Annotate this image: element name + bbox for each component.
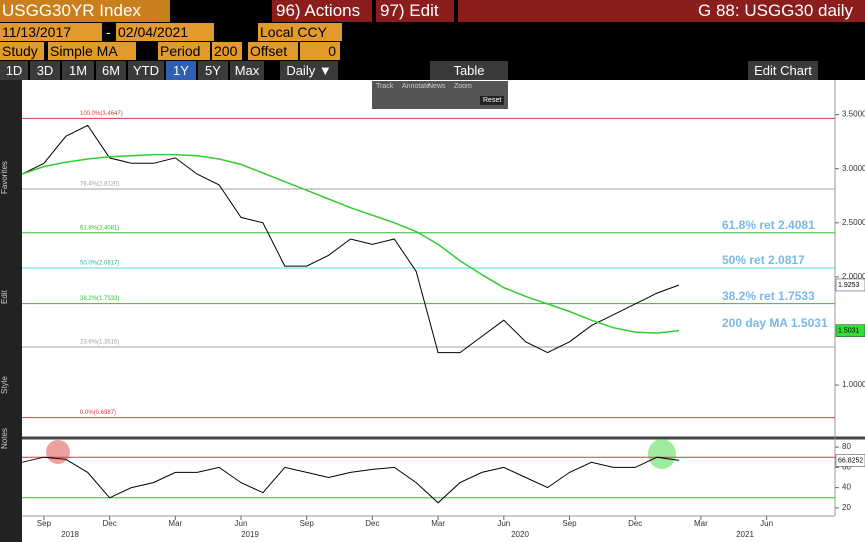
- range-button[interactable]: 3D: [30, 61, 60, 80]
- series-line: [21, 153, 680, 334]
- x-group-label: 2018: [61, 530, 79, 539]
- y-tick-label: 20: [842, 503, 851, 512]
- highlight: [648, 439, 676, 469]
- x-tick-label: Jun: [235, 519, 248, 528]
- x-tick-label: Dec: [628, 519, 642, 528]
- x-group-label: 2021: [736, 530, 754, 539]
- x-tick-label: Jun: [760, 519, 773, 528]
- series-line: [21, 456, 680, 504]
- last-value-label: 1.5031: [838, 327, 860, 334]
- level-label: 100.0%(3.4647): [80, 111, 123, 117]
- y-tick-label: 40: [842, 483, 851, 492]
- x-group-label: 2020: [511, 530, 529, 539]
- annotation: 38.2% ret 1.7533: [722, 289, 815, 303]
- y-tick-label: 3.0000: [842, 164, 865, 173]
- annotation: 61.8% ret 2.4081: [722, 218, 815, 232]
- annotation: 200 day MA 1.5031: [722, 316, 828, 330]
- offset-label: Offset: [248, 42, 298, 60]
- study-label: Study: [0, 42, 44, 60]
- start-date[interactable]: 11/13/2017: [0, 23, 102, 41]
- x-tick-label: Mar: [431, 519, 445, 528]
- actions-menu[interactable]: 96) Actions: [272, 0, 372, 22]
- y-tick-label: 1.0000: [842, 380, 865, 389]
- y-tick-label: 3.5000: [842, 110, 865, 119]
- security-field[interactable]: USGG30YR Index: [0, 0, 170, 22]
- x-tick-label: Dec: [365, 519, 379, 528]
- level-label: 50.0%(2.0817): [80, 261, 119, 267]
- x-tick-label: Jun: [497, 519, 510, 528]
- period[interactable]: 200: [212, 42, 242, 60]
- x-group-label: 2019: [241, 530, 259, 539]
- tool-popup: Track Annotate News Zoom Reset: [372, 81, 508, 109]
- last-value-tag: [835, 324, 865, 337]
- edit-chart[interactable]: Edit Chart: [748, 61, 818, 80]
- edit-menu[interactable]: 97) Edit: [376, 0, 454, 22]
- y-tick-label: 2.5000: [842, 218, 865, 227]
- range-button[interactable]: 1D: [0, 61, 28, 80]
- x-tick-label: Sep: [37, 519, 52, 528]
- last-value-label: 1.9253: [838, 282, 860, 289]
- popup-tool[interactable]: News: [428, 83, 446, 90]
- x-tick-label: Mar: [694, 519, 708, 528]
- range-button[interactable]: YTD: [128, 61, 164, 80]
- level-label: 76.4%(2.8120): [80, 182, 119, 188]
- level-label: 0.0%(0.6987): [80, 410, 116, 416]
- study[interactable]: Simple MA: [48, 42, 136, 60]
- popup-tool[interactable]: Track: [376, 83, 394, 90]
- period-label: Period: [158, 42, 210, 60]
- y-tick-label: 60: [842, 462, 851, 471]
- level-label: 61.8%(2.4081): [80, 225, 119, 231]
- last-value-label: 66.8252: [838, 457, 863, 464]
- last-value-tag: [835, 278, 865, 292]
- y-tick-label: 2.0000: [842, 272, 865, 281]
- offset[interactable]: 0: [300, 42, 340, 60]
- date-separator: -: [106, 24, 111, 40]
- frequency[interactable]: Daily ▼: [280, 61, 338, 80]
- last-value-tag: [835, 454, 865, 467]
- popup-tool[interactable]: Zoom: [454, 83, 472, 90]
- range-button[interactable]: 1M: [62, 61, 94, 80]
- x-tick-label: Dec: [102, 519, 116, 528]
- level-label: 23.6%(1.3515): [80, 340, 119, 346]
- y-tick-label: 80: [842, 442, 851, 451]
- sidebar: Favorites Edit Style Notes: [0, 80, 22, 542]
- range-button[interactable]: 6M: [96, 61, 126, 80]
- highlight: [46, 440, 70, 464]
- range-button[interactable]: Max: [230, 61, 264, 80]
- popup-reset[interactable]: Reset: [480, 96, 505, 105]
- x-tick-label: Sep: [300, 519, 315, 528]
- chart-background: [22, 80, 865, 542]
- end-date[interactable]: 02/04/2021: [116, 23, 214, 41]
- range-button[interactable]: 5Y: [198, 61, 228, 80]
- page-title: G 88: USGG30 daily: [458, 0, 865, 22]
- table-button[interactable]: Table: [430, 61, 508, 80]
- x-tick-label: Sep: [562, 519, 577, 528]
- x-tick-label: Mar: [168, 519, 182, 528]
- popup-tool[interactable]: Annotate: [402, 83, 431, 90]
- level-label: 38.2%(1.7533): [80, 296, 119, 302]
- range-button[interactable]: 1Y: [166, 61, 196, 80]
- currency[interactable]: Local CCY: [258, 23, 342, 41]
- series-line: [21, 124, 680, 354]
- annotation: 50% ret 2.0817: [722, 253, 805, 267]
